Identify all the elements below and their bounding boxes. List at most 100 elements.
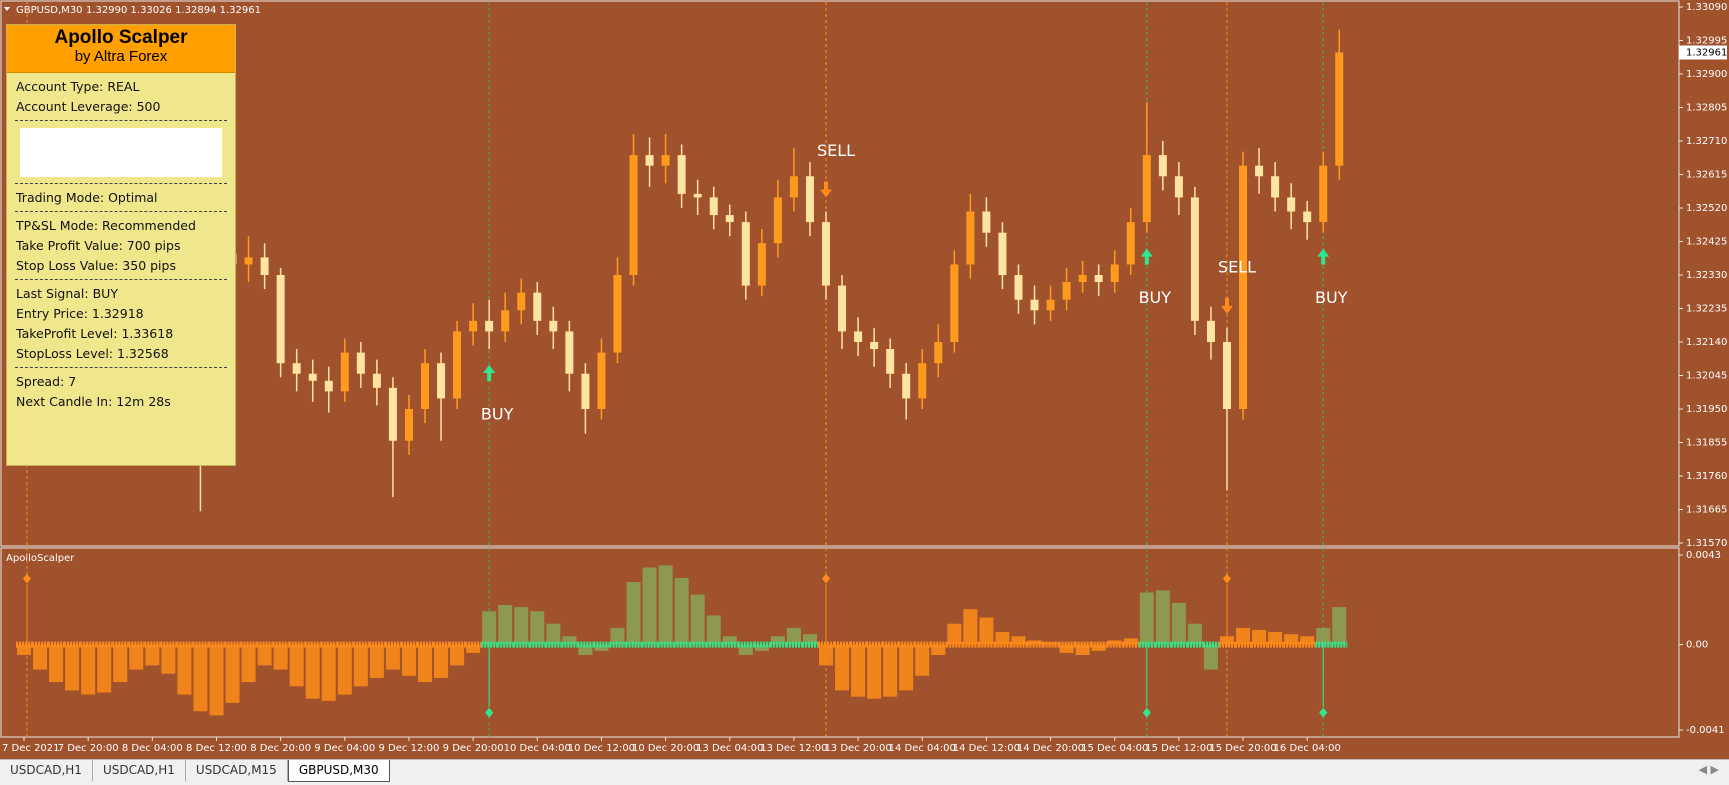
histogram-bar [899,644,914,691]
candle-body [581,373,590,409]
histogram-bar [610,627,625,645]
panel-line: Trading Mode: Optimal [16,190,158,205]
chart-tab[interactable]: USDCAD,H1 [93,760,186,781]
y-tick-label: 1.31665 [1686,505,1727,516]
histogram-bar [418,644,432,683]
candle-body [517,292,526,311]
x-tick-label: 10 Dec 12:00 [568,743,635,754]
indicator-frame [0,547,1680,738]
histogram-bar [674,577,689,645]
histogram-bar [257,644,272,666]
signal-label: SELL [817,141,855,160]
histogram-bar [33,644,48,670]
histogram-bar [369,644,384,678]
menu-triangle[interactable] [4,7,10,11]
price-label-box [1679,45,1727,60]
y-tick-label: 1.31855 [1686,438,1727,449]
histogram-bar [193,644,208,712]
histogram-bar [1252,630,1267,645]
chart-tab[interactable]: GBPUSD,M30 [287,760,390,782]
histogram-bar [931,644,946,655]
histogram-bar [786,627,801,645]
histogram-bar [626,582,641,645]
buy-arrow [1317,248,1330,265]
candle-body [1319,165,1328,223]
panel-section: Last Signal: BUY Entry Price: 1.32918 Take… [15,279,227,367]
x-tick-label: 16 Dec 04:00 [1274,743,1341,754]
candle-body [1046,299,1055,311]
tab-scroll[interactable]: ◀ ▶ [1698,763,1719,776]
candle-body [982,211,991,233]
histogram-bar [337,644,352,695]
x-tick-label: 13 Dec 20:00 [824,743,891,754]
y-tick-label: 1.31760 [1686,471,1727,482]
panel-section: Account Type: REAL Account Leverage: 500 [15,73,227,120]
chart: GBPUSD,M30 1.32990 1.33026 1.32894 1.329… [0,0,1728,754]
y-tick-label: 1.32520 [1686,203,1727,214]
candle-body [773,197,782,244]
histogram-bar [177,644,192,695]
histogram-bar [49,644,64,683]
candle-body [276,275,285,364]
x-tick-label: 8 Dec 04:00 [122,743,183,754]
histogram-bar [129,644,144,670]
y-tick-label: 1.32235 [1686,304,1727,315]
panel-line: Account Type: REAL [16,79,140,94]
x-tick-label: 14 Dec 12:00 [953,743,1020,754]
candle-body [1078,275,1087,283]
panel-line: Last Signal: BUY [16,286,118,301]
buy-arrow [1140,248,1153,265]
histogram-bar [754,644,769,651]
candle-body [597,352,606,409]
candle-body [1142,155,1151,223]
y-tick-label: 1.32805 [1686,103,1727,114]
candle-body [1287,197,1296,212]
candle-body [789,176,798,198]
panel-body: Account Type: REAL Account Leverage: 500 T… [7,73,235,415]
x-tick-label: 15 Dec 12:00 [1145,743,1212,754]
candle-body [629,155,638,275]
x-tick-label: 13 Dec 12:00 [760,743,827,754]
y-tick-label: 0.00 [1686,640,1708,651]
candle-body [613,275,622,353]
price-frame [0,0,1680,547]
candle-body [1062,282,1071,300]
indicator-title: ApolloScalper [6,553,75,564]
chart-tab[interactable]: USDCAD,H1 [0,760,93,781]
histogram-bar [835,644,850,691]
x-tick-label: 10 Dec 20:00 [632,743,699,754]
panel-section: Trading Mode: Optimal [15,183,227,211]
histogram-bar [305,644,320,699]
panel-line: TakeProfit Level: 1.33618 [16,326,174,341]
x-tick-label: 9 Dec 20:00 [443,743,504,754]
histogram-bar [1139,592,1154,645]
candle-body [661,155,670,166]
chart-tab[interactable]: USDCAD,M15 [186,760,288,781]
x-tick-label: 7 Dec 2021 [2,743,60,754]
histogram-bar [81,644,96,695]
histogram-bar [947,623,962,645]
panel-line: Take Profit Value: 700 pips [16,238,181,253]
y-tick-label: 1.32615 [1686,170,1727,181]
panel-section: TP&SL Mode: Recommended Take Profit Value… [15,211,227,279]
histogram-bar [1123,638,1138,645]
histogram-bar [1332,607,1347,645]
histogram-bar [706,615,721,645]
y-tick-label: 1.31570 [1686,538,1727,549]
x-tick-label: 8 Dec 12:00 [186,743,247,754]
histogram-bar [385,644,400,670]
candle-body [854,331,863,342]
y-tick-label: 1.32045 [1686,371,1727,382]
histogram-bar [562,636,577,645]
histogram-bar [145,644,160,666]
histogram-bar [161,644,176,674]
candle-body [1094,275,1103,283]
signal-label: BUY [1315,288,1348,307]
candle-body [950,264,959,342]
candle-body [645,155,654,166]
histogram-bar [658,565,673,645]
candle-body [1255,165,1264,177]
y-tick-label: 1.32995 [1686,36,1727,47]
histogram-bar [1284,634,1299,645]
histogram-bar [209,644,224,716]
